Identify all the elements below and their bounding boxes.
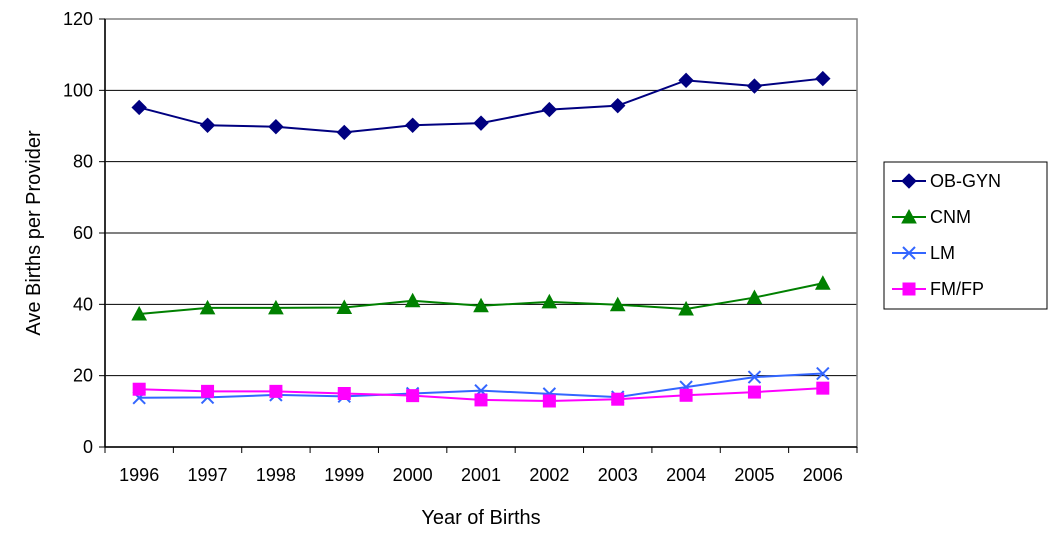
legend-label: FM/FP [930, 279, 984, 299]
x-tick-label: 2001 [461, 465, 501, 485]
y-tick-label: 120 [63, 9, 93, 29]
legend-label: LM [930, 243, 955, 263]
legend-marker [901, 173, 917, 189]
data-point [268, 299, 284, 315]
x-tick-label: 2000 [393, 465, 433, 485]
data-point [609, 296, 626, 312]
legend-item: LM [892, 243, 955, 263]
data-point [541, 293, 558, 309]
legend-item: FM/FP [892, 279, 984, 299]
x-tick-label: 2006 [803, 465, 843, 485]
y-tick-label: 100 [63, 80, 93, 100]
data-point [610, 97, 626, 114]
data-point [816, 366, 830, 381]
x-tick-label: 1996 [119, 465, 159, 485]
data-point [132, 382, 146, 396]
series-fm-fp [132, 381, 830, 408]
legend-item: CNM [892, 207, 971, 227]
y-tick-label: 0 [83, 437, 93, 457]
series-ob-gyn [131, 70, 831, 141]
series-group [131, 70, 831, 408]
gridlines [105, 89, 857, 377]
data-point [269, 384, 283, 398]
legend-marker [902, 282, 916, 296]
data-point [404, 117, 421, 133]
data-point [611, 392, 625, 406]
data-point [746, 78, 763, 94]
y-tick-label: 20 [73, 366, 93, 386]
data-point [201, 384, 215, 398]
data-point [542, 394, 556, 408]
data-point [541, 101, 558, 118]
data-point [268, 119, 284, 135]
legend-marker [901, 208, 917, 224]
x-tick-label: 2005 [734, 465, 774, 485]
legend-item: OB-GYN [892, 171, 1001, 191]
data-point [815, 70, 831, 87]
legend-label: CNM [930, 207, 971, 227]
data-point [336, 299, 353, 315]
y-axis-title: Ave Births per Provider [23, 130, 45, 336]
x-tick-label: 2003 [598, 465, 638, 485]
x-axis: 1996 1997 1998 1999 2000 2001 2002 2003 2004 2005… [104, 446, 858, 485]
y-tick-label: 80 [73, 152, 93, 172]
data-point [199, 299, 216, 315]
data-point [473, 297, 489, 313]
series-cnm [131, 275, 831, 321]
x-tick-label: 1997 [188, 465, 228, 485]
data-point [747, 385, 761, 399]
data-point [473, 115, 489, 131]
data-point [131, 305, 148, 321]
data-point [406, 389, 420, 403]
data-point [474, 393, 488, 407]
data-point [131, 99, 147, 116]
data-point [337, 387, 351, 400]
x-tick-label: 1998 [256, 465, 296, 485]
y-axis: 0 20 40 60 80 100 120 [63, 9, 106, 457]
x-tick-label: 2002 [529, 465, 569, 485]
data-point [336, 124, 352, 141]
data-point [746, 289, 763, 305]
data-point [678, 300, 694, 316]
legend-label: OB-GYN [930, 171, 1001, 191]
y-tick-label: 40 [73, 294, 93, 314]
legend-marker [902, 246, 916, 260]
x-tick-label: 1999 [324, 465, 364, 485]
data-point [814, 275, 831, 290]
data-point [816, 381, 830, 395]
legend: OB-GYN CNM LM FM/FP [883, 161, 1048, 310]
data-point [679, 388, 693, 402]
data-point [678, 72, 694, 89]
data-point [404, 292, 421, 308]
data-point [199, 117, 216, 133]
x-tick-label: 2004 [666, 465, 706, 485]
data-point [747, 370, 762, 384]
x-axis-title: Year of Births [421, 507, 540, 529]
y-tick-label: 60 [73, 223, 93, 243]
